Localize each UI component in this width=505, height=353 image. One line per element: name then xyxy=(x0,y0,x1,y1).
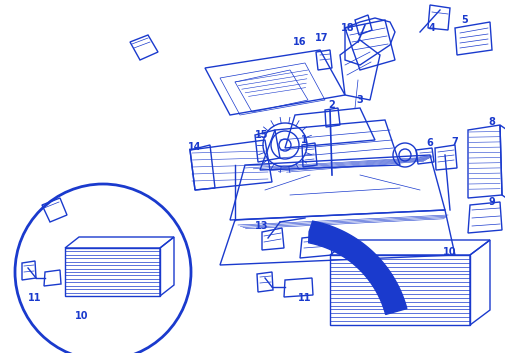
Text: 17: 17 xyxy=(315,33,328,43)
Text: 13: 13 xyxy=(255,221,268,231)
Text: 10: 10 xyxy=(442,247,456,257)
Text: 2: 2 xyxy=(328,100,335,110)
Circle shape xyxy=(15,184,190,353)
Text: 7: 7 xyxy=(451,137,458,147)
Text: 4: 4 xyxy=(428,23,434,33)
Text: 10: 10 xyxy=(75,311,88,321)
Text: 12: 12 xyxy=(323,227,336,237)
Bar xyxy=(329,255,469,325)
Text: 6: 6 xyxy=(426,138,432,148)
Text: 15: 15 xyxy=(255,130,268,140)
Text: 1: 1 xyxy=(300,135,307,145)
Text: 14: 14 xyxy=(188,142,201,152)
Text: 11: 11 xyxy=(28,293,42,303)
Bar xyxy=(65,248,160,296)
Text: 3: 3 xyxy=(356,95,363,105)
Text: 18: 18 xyxy=(340,23,354,33)
Text: 8: 8 xyxy=(488,117,494,127)
Text: 5: 5 xyxy=(461,15,468,25)
Polygon shape xyxy=(308,221,406,315)
Text: 9: 9 xyxy=(488,197,494,207)
Text: 11: 11 xyxy=(297,293,311,303)
Text: 16: 16 xyxy=(293,37,306,47)
